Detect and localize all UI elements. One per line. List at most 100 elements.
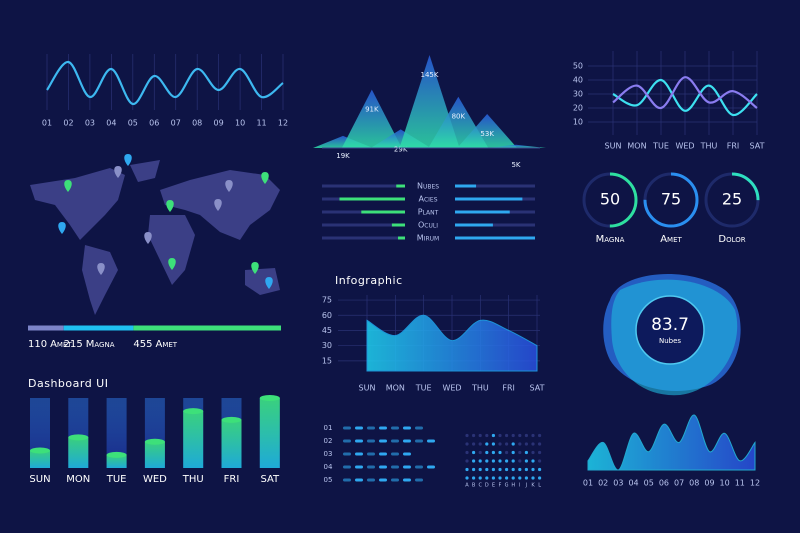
dot: [478, 433, 482, 438]
y-tick-label: 30: [573, 90, 583, 99]
dot: [505, 459, 509, 463]
x-tick-label: B: [472, 483, 476, 489]
row-label: 02: [324, 437, 333, 445]
y-tick-label: 15: [322, 356, 332, 365]
dot: [505, 476, 509, 480]
dash: [355, 452, 363, 456]
dash: [367, 478, 375, 482]
dash: [355, 465, 363, 469]
x-tick-label: A: [465, 483, 469, 489]
x-tick-label: G: [505, 483, 509, 489]
dot: [472, 467, 476, 472]
world-map: [30, 160, 280, 315]
progress-value: 110: [28, 339, 47, 350]
y-tick-label: 75: [322, 296, 332, 305]
dot-column: [472, 433, 476, 480]
dot: [518, 450, 522, 455]
row-label: 04: [324, 463, 333, 471]
dot-column: [491, 433, 495, 480]
dot: [531, 433, 535, 438]
progress-value: 455: [133, 339, 152, 350]
dot: [531, 476, 535, 480]
dot: [491, 459, 495, 463]
dot: [498, 476, 502, 480]
dot: [505, 433, 509, 438]
dash: [343, 439, 351, 443]
x-tick-label: SAT: [750, 142, 765, 151]
dash: [415, 465, 423, 469]
x-tick-label: L: [538, 483, 541, 489]
dash: [403, 452, 411, 456]
x-tick-label: 06: [659, 479, 669, 488]
dash: [391, 439, 399, 443]
row-label: 03: [324, 450, 333, 458]
column: [106, 454, 127, 468]
dot: [538, 459, 542, 463]
category-label: Mirum: [417, 234, 439, 243]
line: [612, 78, 758, 117]
gauge-arc: [582, 172, 638, 228]
category-label: Acies: [418, 195, 437, 204]
value-label: 80K: [452, 113, 466, 121]
dash: [379, 465, 387, 469]
dash: [415, 439, 423, 443]
x-tick-label: SUN: [605, 142, 622, 151]
y-tick-label: 60: [322, 311, 332, 320]
dot-column: [465, 433, 469, 480]
x-tick-label: D: [485, 483, 489, 489]
gauge-arc: [704, 172, 760, 228]
dash: [355, 426, 363, 430]
dot: [465, 442, 469, 446]
dot: [485, 433, 489, 438]
x-tick-label: 02: [63, 119, 73, 128]
x-tick-label: 05: [128, 119, 138, 128]
progress-name: Amet: [156, 339, 178, 350]
x-tick-label: C: [478, 483, 482, 489]
dash: [343, 452, 351, 456]
column-top: [106, 451, 127, 458]
dash-row: [343, 465, 435, 469]
dash: [355, 478, 363, 482]
value-label: 29K: [394, 145, 408, 153]
dash-row: [343, 452, 411, 456]
y-tick-label: 45: [322, 326, 332, 335]
x-tick-label: 08: [192, 119, 202, 128]
y-tick-label: 50: [573, 62, 583, 71]
dot: [491, 450, 495, 455]
dot: [524, 467, 529, 472]
dot: [505, 442, 509, 446]
x-tick-label: 09: [704, 479, 714, 488]
peak: [341, 89, 402, 148]
x-tick-label: WED: [143, 474, 167, 485]
dot: [511, 459, 515, 463]
dot: [472, 442, 476, 446]
dot: [531, 442, 535, 446]
gauge-arc: [643, 172, 699, 228]
dash: [427, 465, 435, 469]
dash: [367, 452, 375, 456]
x-tick-label: THU: [471, 384, 489, 393]
line: [46, 60, 284, 106]
column-top: [30, 447, 50, 454]
dash: [379, 452, 387, 456]
x-tick-label: F: [499, 483, 502, 489]
x-tick-label: FRI: [727, 142, 740, 151]
bar: [339, 197, 405, 201]
x-tick-label: TUE: [106, 474, 127, 485]
panel-title: Dashboard UI: [28, 377, 108, 390]
progress-name: Magna: [86, 339, 115, 350]
column: [183, 411, 204, 468]
column-top: [259, 395, 280, 401]
dot-column: [538, 433, 542, 480]
dot: [498, 433, 502, 438]
x-tick-label: 07: [171, 119, 181, 128]
x-tick-label: 05: [644, 479, 654, 488]
peak: [486, 144, 546, 148]
x-tick-label: MON: [66, 474, 90, 485]
gauge-label: Magna: [596, 234, 625, 245]
x-tick-label: SAT: [530, 384, 545, 393]
dot: [511, 433, 515, 438]
kpi-value: 83.7: [651, 315, 689, 335]
dot: [485, 459, 489, 463]
x-tick-label: SUN: [29, 474, 50, 485]
